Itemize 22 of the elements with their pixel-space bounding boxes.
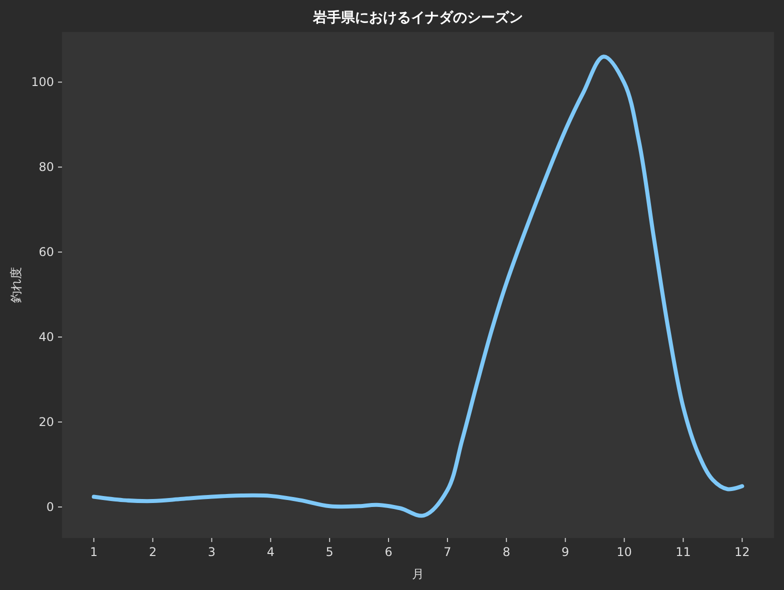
x-tick-label: 5 <box>326 545 334 559</box>
y-tick-label: 80 <box>38 160 54 174</box>
x-tick-label: 4 <box>266 545 274 559</box>
x-tick-label: 12 <box>734 545 750 559</box>
y-tick-label: 40 <box>38 330 54 344</box>
line-series <box>92 54 744 518</box>
x-tick-label: 11 <box>676 545 691 559</box>
x-axis-title: 月 <box>412 567 424 581</box>
y-tick-label: 60 <box>38 245 54 260</box>
y-axis-title: 釣れ度 <box>9 267 23 303</box>
x-tick-label: 9 <box>562 545 570 559</box>
x-tick-label: 2 <box>148 545 157 559</box>
y-tick-label: 20 <box>38 415 54 430</box>
x-tick-label: 10 <box>616 545 632 559</box>
chart-title: 岩手県におけるイナダのシーズン <box>312 9 523 26</box>
x-tick-label: 1 <box>90 545 98 559</box>
x-tick-label: 3 <box>208 545 216 559</box>
x-tick-label: 6 <box>384 545 392 559</box>
y-tick-label: 0 <box>46 500 54 514</box>
x-tick-label: 8 <box>502 545 510 559</box>
y-tick-label: 100 <box>31 75 54 90</box>
x-tick-label: 7 <box>444 545 452 559</box>
